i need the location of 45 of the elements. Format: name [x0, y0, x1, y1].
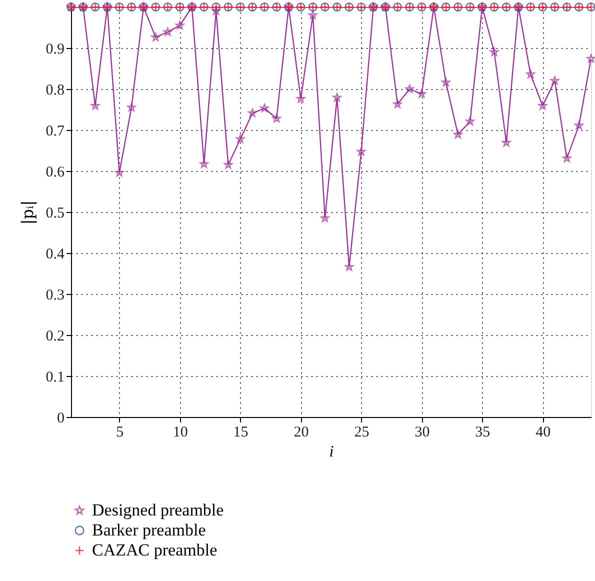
- point: [417, 89, 426, 98]
- point: [550, 76, 560, 85]
- point: [224, 160, 233, 169]
- point: [320, 214, 330, 222]
- legend-label: CAZAC preamble: [92, 540, 218, 560]
- y-tick-label: 0.7: [46, 124, 65, 140]
- point: [405, 84, 414, 93]
- point: [272, 114, 281, 122]
- point: [562, 154, 572, 162]
- y-tick-label: 0.5: [46, 206, 64, 222]
- x-axis-title: i: [329, 444, 334, 460]
- point: [466, 116, 474, 126]
- y-tick-label: 0.1: [46, 370, 64, 386]
- y-tick-label: 0.3: [46, 288, 64, 304]
- x-tick-label: 20: [294, 424, 309, 440]
- point: [526, 70, 535, 78]
- point: [200, 160, 208, 168]
- point: [163, 27, 172, 36]
- x-tick-label: 10: [172, 424, 188, 440]
- y-axis-title: |pᵢ|: [18, 200, 37, 225]
- y-tick-label: 0: [57, 410, 64, 426]
- x-tick-label: 40: [536, 424, 551, 440]
- point: [127, 102, 136, 112]
- point: [574, 120, 584, 130]
- x-tick-label: 30: [414, 424, 430, 440]
- y-tick-label: 0.2: [46, 328, 64, 344]
- y-tick-label: 0.4: [46, 246, 65, 262]
- x-tick-label: 35: [475, 424, 490, 440]
- x-tick-label: 5: [116, 424, 124, 440]
- point: [586, 54, 595, 62]
- point: [454, 130, 462, 138]
- point: [260, 104, 269, 112]
- point: [248, 108, 257, 117]
- y-tick-label: 0.9: [46, 42, 64, 58]
- point: [393, 100, 402, 108]
- legend-label: Barker preamble: [92, 520, 206, 540]
- x-tick-label: 15: [233, 424, 248, 440]
- point: [236, 134, 245, 143]
- point: [356, 147, 366, 156]
- x-tick-label: 25: [354, 424, 370, 440]
- y-tick-label: 0.6: [46, 164, 65, 180]
- y-tick-label: 0.8: [46, 82, 64, 98]
- point: [296, 94, 306, 103]
- legend-label: Designed preamble: [92, 500, 224, 520]
- point: [90, 101, 100, 110]
